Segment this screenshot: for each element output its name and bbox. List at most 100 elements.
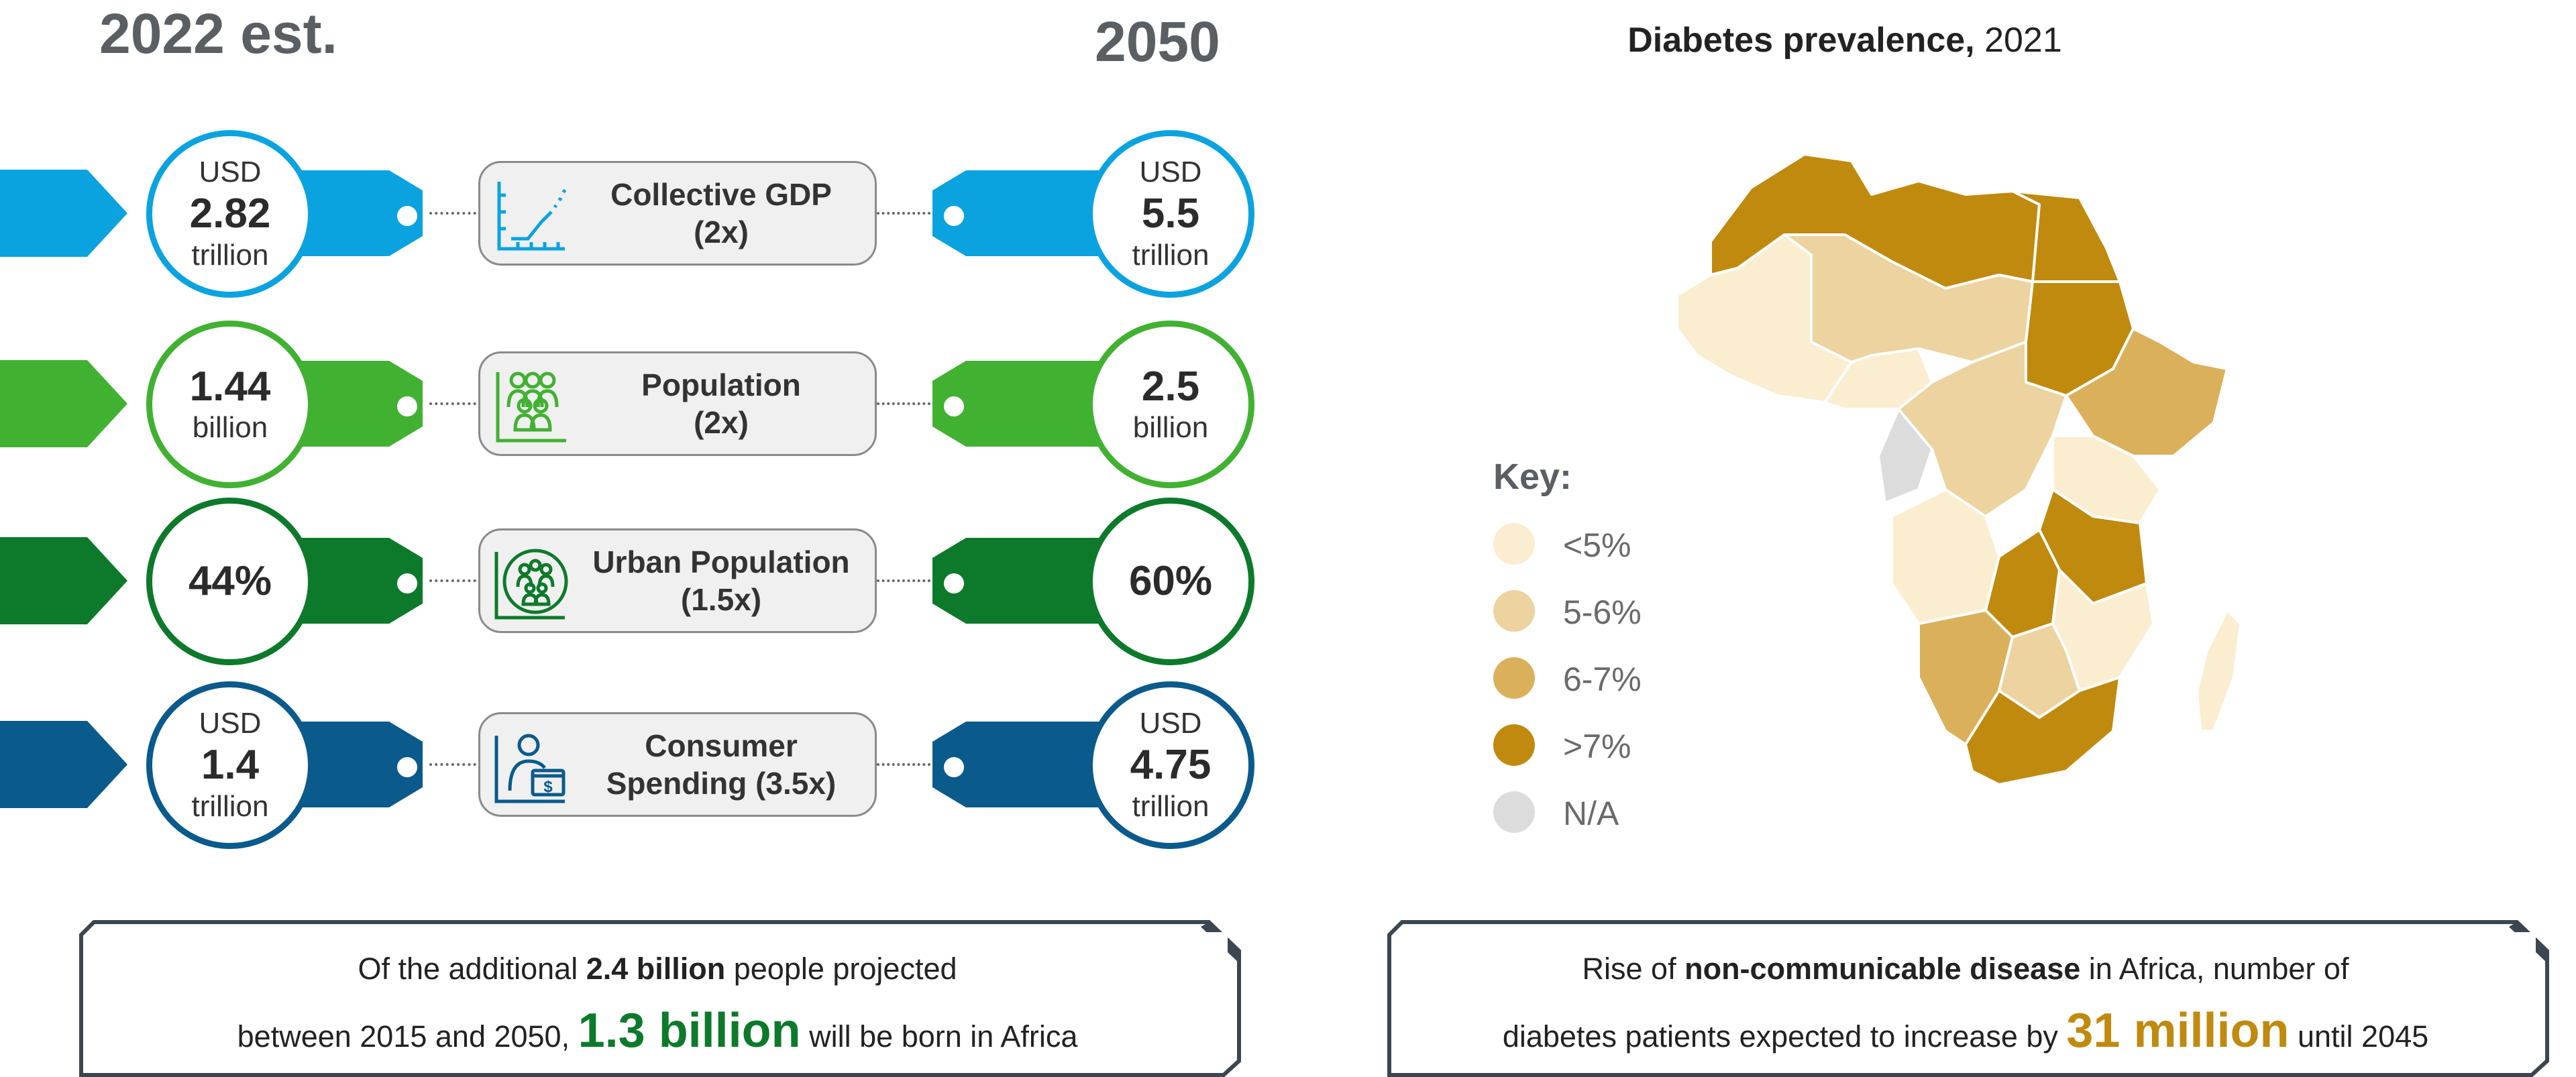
consumer-left-dots bbox=[429, 763, 482, 766]
urban-2022-value: 44% bbox=[188, 558, 272, 605]
urban-right-dots bbox=[877, 579, 930, 582]
gdp-2022-unit: USD bbox=[199, 155, 262, 188]
population-2050-scale: billion bbox=[1132, 411, 1209, 445]
urban-right-tag bbox=[932, 538, 1134, 624]
right-callout-line1-pre: Rise of bbox=[1582, 952, 1685, 986]
population-2050-value: 2.5 bbox=[1141, 363, 1200, 410]
left-callout: Of the additional 2.4 billion people pro… bbox=[87, 932, 1228, 1066]
right-callout-line1-post: in Africa, number of bbox=[2080, 952, 2349, 986]
population-left-dots bbox=[429, 402, 482, 405]
gdp-label-1: Collective GDP bbox=[610, 176, 832, 212]
map-title: Diabetes prevalence, 2021 bbox=[1476, 20, 2214, 60]
consumer-left-tag-hole bbox=[392, 752, 422, 782]
map-title-bold: Diabetes prevalence, bbox=[1627, 21, 1975, 60]
right-callout-line2-big: 31 million bbox=[2066, 1004, 2290, 1058]
left-callout-line2-pre: between 2015 and 2050, bbox=[237, 1019, 578, 1054]
gdp-left-dots bbox=[429, 212, 482, 215]
urban-2050-circle: 60% bbox=[1087, 498, 1254, 665]
consumer-2022-unit: USD bbox=[199, 706, 262, 740]
left-callout-line2-post: will be born in Africa bbox=[800, 1019, 1078, 1054]
left-callout-line1-post: people projected bbox=[725, 952, 957, 986]
gdp-2022-value: 2.82 bbox=[189, 190, 271, 237]
key-title: Key: bbox=[1493, 457, 1572, 497]
map-region-congo bbox=[1877, 408, 1933, 504]
right-callout-line2-post: until 2045 bbox=[2289, 1019, 2429, 1054]
urban-people-icon bbox=[494, 549, 568, 620]
africa-map bbox=[1676, 153, 2242, 786]
consumer-label-1: Consumer bbox=[645, 728, 798, 763]
consumer-2050-scale: trillion bbox=[1132, 789, 1210, 823]
key-swatch-5-6 bbox=[1493, 590, 1535, 632]
key-label-5-6: 5-6% bbox=[1563, 593, 1642, 631]
key-swatch-6-7 bbox=[1493, 657, 1535, 699]
left-callout-line1-pre: Of the additional bbox=[358, 952, 586, 986]
urban-card: Urban Population (1.5x) bbox=[478, 528, 877, 633]
urban-2050-value: 60% bbox=[1128, 558, 1213, 605]
population-arrow bbox=[0, 360, 127, 447]
key-swatch-na bbox=[1493, 791, 1535, 833]
population-label-1: Population bbox=[641, 367, 801, 402]
consumer-2050-value: 4.75 bbox=[1130, 742, 1212, 789]
left-callout-line1-bold: 2.4 billion bbox=[586, 952, 726, 986]
urban-right-tag-hole bbox=[939, 569, 969, 598]
key-label-lt5: <5% bbox=[1563, 526, 1631, 564]
gdp-2050-circle: USD 5.5 trillion bbox=[1087, 130, 1254, 298]
population-right-tag bbox=[932, 361, 1134, 447]
gdp-right-tag bbox=[932, 170, 1134, 256]
right-year-heading: 2050 bbox=[1095, 10, 1220, 73]
line-chart-icon bbox=[497, 182, 567, 251]
left-callout-line2-big: 1.3 billion bbox=[578, 1004, 801, 1058]
gdp-2050-unit: USD bbox=[1139, 155, 1202, 188]
svg-text:$: $ bbox=[543, 778, 553, 796]
key-label-na: N/A bbox=[1563, 795, 1619, 832]
consumer-right-tag bbox=[932, 722, 1134, 807]
population-right-dots bbox=[877, 402, 930, 405]
gdp-label-2: (2x) bbox=[694, 215, 749, 249]
map-region-madagascar bbox=[2196, 609, 2242, 732]
consumer-right-dots bbox=[877, 763, 930, 766]
gdp-2050-value: 5.5 bbox=[1141, 190, 1200, 237]
consumer-2022-scale: trillion bbox=[191, 789, 269, 823]
gdp-right-tag-hole bbox=[939, 201, 969, 231]
consumer-right-tag-hole bbox=[939, 752, 969, 782]
urban-label-1: Urban Population bbox=[592, 544, 850, 579]
urban-2022-circle: 44% bbox=[146, 498, 314, 665]
map-region-central-africa bbox=[1897, 341, 2068, 518]
consumer-2050-unit: USD bbox=[1139, 706, 1202, 740]
right-callout-line1-bold: non-communicable disease bbox=[1684, 952, 2081, 986]
consumer-spending-icon: $ bbox=[494, 734, 566, 803]
gdp-2022-circle: USD 2.82 trillion bbox=[146, 130, 314, 298]
population-2022-scale: billion bbox=[192, 411, 268, 445]
urban-left-dots bbox=[429, 579, 482, 582]
key-swatch-lt5 bbox=[1493, 523, 1535, 565]
key-label-gt7: >7% bbox=[1563, 728, 1631, 765]
population-right-tag-hole bbox=[939, 392, 969, 421]
key-swatch-gt7 bbox=[1493, 724, 1535, 766]
gdp-2050-scale: trillion bbox=[1132, 238, 1210, 272]
people-group-icon bbox=[496, 372, 566, 443]
population-label-2: (2x) bbox=[694, 405, 749, 440]
urban-arrow bbox=[0, 537, 127, 624]
gdp-right-dots bbox=[877, 212, 930, 215]
urban-label-2: (1.5x) bbox=[680, 582, 762, 617]
gdp-left-tag-hole bbox=[392, 201, 422, 231]
key-label-6-7: 6-7% bbox=[1563, 661, 1642, 698]
map-title-rest: 2021 bbox=[1974, 21, 2062, 60]
population-left-tag-hole bbox=[392, 392, 422, 421]
urban-left-tag-hole bbox=[392, 569, 422, 598]
left-year-heading: 2022 est. bbox=[99, 2, 337, 65]
population-2022-value: 1.44 bbox=[189, 363, 271, 410]
gdp-arrow bbox=[0, 170, 127, 257]
consumer-arrow bbox=[0, 721, 127, 808]
gdp-2022-scale: trillion bbox=[191, 238, 269, 272]
consumer-2050-circle: USD 4.75 trillion bbox=[1087, 681, 1254, 849]
population-2022-circle: 1.44 billion bbox=[146, 321, 314, 488]
population-2050-circle: 2.5 billion bbox=[1087, 321, 1254, 488]
map-region-south-africa bbox=[1964, 676, 2121, 786]
consumer-card: $ Consumer Spending (3.5x) bbox=[478, 712, 877, 817]
population-card: Population (2x) bbox=[478, 351, 877, 456]
right-callout-line2-pre: diabetes patients expected to increase b… bbox=[1502, 1019, 2067, 1054]
gdp-card: Collective GDP (2x) bbox=[478, 161, 877, 266]
consumer-label-2: Spending (3.5x) bbox=[606, 766, 837, 801]
consumer-2022-value: 1.4 bbox=[201, 742, 260, 789]
